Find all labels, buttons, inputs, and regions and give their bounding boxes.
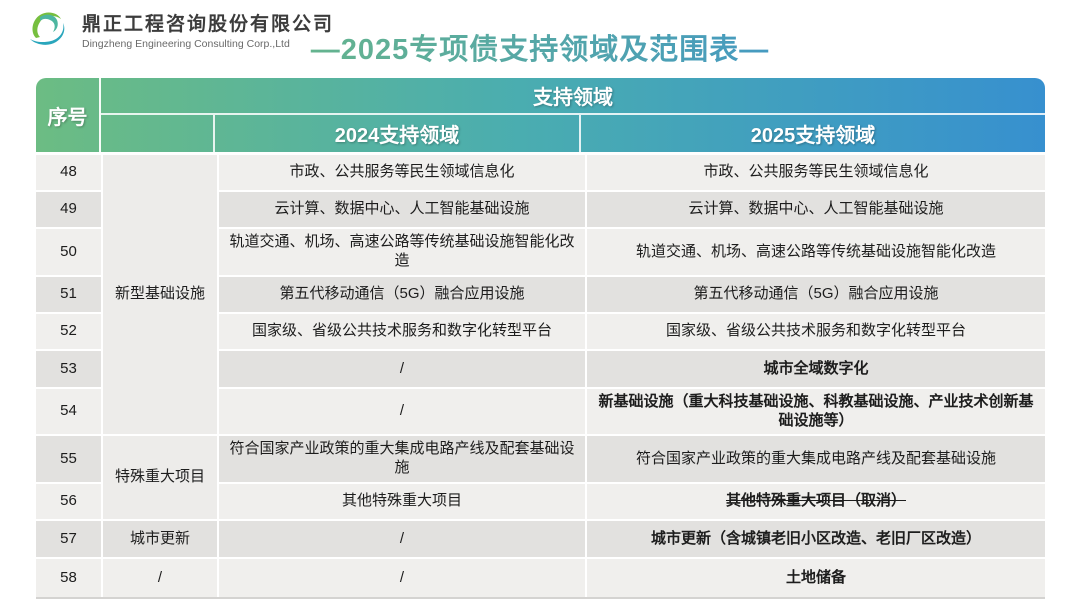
cell-2025: 新基础设施（重大科技基础设施、科教基础设施、产业技术创新基础设施等） xyxy=(587,389,1045,434)
cell-category: / xyxy=(103,559,217,597)
cell-2025: 国家级、省级公共技术服务和数字化转型平台 xyxy=(587,314,1045,349)
header-support-area: 支持领域 xyxy=(101,78,1045,115)
cell-2025: 城市更新（含城镇老旧小区改造、老旧厂区改造） xyxy=(587,521,1045,557)
cell-no: 54 xyxy=(36,389,101,434)
company-logo-icon xyxy=(30,12,65,45)
cell-no: 48 xyxy=(36,155,101,190)
cell-2025: 云计算、数据中心、人工智能基础设施 xyxy=(587,192,1045,227)
header-col-2025: 2025支持领域 xyxy=(750,125,876,147)
cell-2024: 轨道交通、机场、高速公路等传统基础设施智能化改造 xyxy=(219,229,585,275)
cell-2024: 符合国家产业政策的重大集成电路产线及配套基础设施 xyxy=(219,436,585,482)
cell-category: 城市更新 xyxy=(103,521,217,557)
cell-2024: 云计算、数据中心、人工智能基础设施 xyxy=(219,192,585,227)
cell-2024: / xyxy=(219,389,585,434)
page-title: —2025专项债支持领域及范围表— xyxy=(0,26,1080,68)
company-name-en: Dingzheng Engineering Consulting Corp.,L… xyxy=(82,38,334,50)
cell-2024: / xyxy=(219,351,585,387)
header-col-category xyxy=(101,115,215,152)
header-col-2024: 2024支持领域 xyxy=(215,115,581,152)
company-name: 鼎正工程咨询股份有限公司 Dingzheng Engineering Consu… xyxy=(82,9,334,50)
cell-2024: 其他特殊重大项目 xyxy=(219,484,585,519)
cell-no: 53 xyxy=(36,351,101,387)
company-name-zh: 鼎正工程咨询股份有限公司 xyxy=(82,13,335,35)
cell-2025: 城市全域数字化 xyxy=(587,351,1045,387)
cell-2025: 土地储备 xyxy=(587,559,1045,597)
cell-2025: 其他特殊重大项目（取消） xyxy=(587,484,1045,519)
cell-no: 56 xyxy=(36,484,101,519)
cell-2024: 第五代移动通信（5G）融合应用设施 xyxy=(219,277,585,312)
cell-2025: 市政、公共服务等民生领域信息化 xyxy=(587,155,1045,190)
support-table: 序号 支持领域 2024支持领域 2025支持领域 48 新型基础设施 市政、公共服… xyxy=(36,78,1045,599)
cell-2025: 符合国家产业政策的重大集成电路产线及配套基础设施 xyxy=(587,436,1045,482)
cell-no: 52 xyxy=(36,314,101,349)
cell-2024: / xyxy=(219,559,585,597)
table-body: 48 新型基础设施 市政、公共服务等民生领域信息化 市政、公共服务等民生领域信息化 49… xyxy=(36,155,1045,599)
cell-category: 新型基础设施 xyxy=(103,155,217,434)
cell-no: 55 xyxy=(36,436,101,482)
cell-no: 51 xyxy=(36,277,101,312)
cell-2024: 国家级、省级公共技术服务和数字化转型平台 xyxy=(219,314,585,349)
cell-2025: 轨道交通、机场、高速公路等传统基础设施智能化改造 xyxy=(587,229,1045,275)
cell-category: 特殊重大项目 xyxy=(103,436,217,519)
cell-no: 58 xyxy=(36,559,101,597)
header-col-no: 序号 xyxy=(36,78,101,152)
company-brand: 鼎正工程咨询股份有限公司 Dingzheng Engineering Consu… xyxy=(26,8,334,50)
cell-no: 57 xyxy=(36,521,101,557)
table-header: 序号 支持领域 2024支持领域 2025支持领域 xyxy=(36,78,1045,152)
cell-2024: / xyxy=(219,521,585,557)
cell-no: 50 xyxy=(36,229,101,275)
cell-2025: 第五代移动通信（5G）融合应用设施 xyxy=(587,277,1045,312)
cell-no: 49 xyxy=(36,192,101,227)
cell-2024: 市政、公共服务等民生领域信息化 xyxy=(219,155,585,190)
